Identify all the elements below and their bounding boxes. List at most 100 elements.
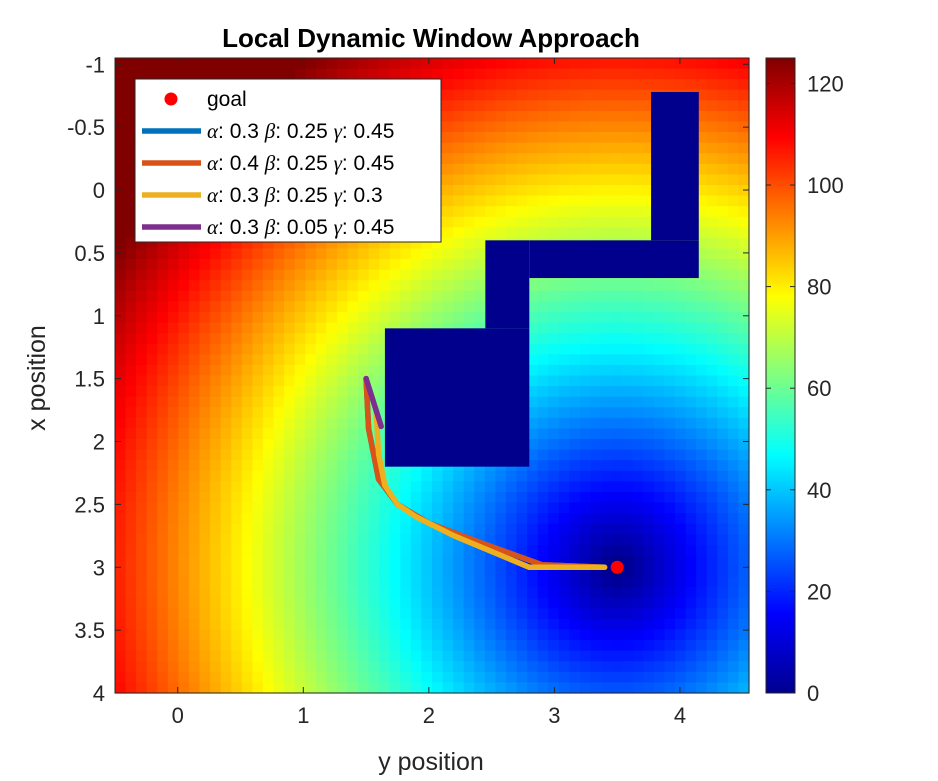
heat-cell xyxy=(537,312,549,324)
heat-cell xyxy=(474,132,486,144)
heat-cell xyxy=(358,417,370,430)
heat-cell xyxy=(421,58,433,70)
heat-cell xyxy=(622,375,634,387)
heat-cell xyxy=(167,460,179,472)
heat-cell xyxy=(284,290,296,303)
heat-cell xyxy=(273,364,285,377)
heat-cell xyxy=(368,248,380,260)
heat-cell xyxy=(262,491,275,504)
heat-cell xyxy=(505,121,518,133)
heat-cell xyxy=(611,185,623,197)
heat-cell xyxy=(717,206,729,218)
heat-cell xyxy=(167,417,179,430)
heat-cell xyxy=(379,513,391,525)
heat-cell xyxy=(432,322,444,334)
heat-cell xyxy=(579,79,592,91)
heat-cell xyxy=(241,301,253,313)
heat-cell xyxy=(241,290,253,303)
heat-cell xyxy=(273,407,285,419)
heat-cell xyxy=(410,544,423,557)
heat-cell xyxy=(706,502,718,514)
heat-cell xyxy=(136,417,148,430)
heat-cell xyxy=(685,343,697,355)
heat-cell xyxy=(326,661,338,673)
heat-cell xyxy=(442,555,454,567)
heat-cell xyxy=(495,470,507,482)
heat-cell xyxy=(294,629,306,641)
heat-cell xyxy=(548,216,560,228)
heat-cell xyxy=(685,502,697,514)
heat-cell xyxy=(220,58,232,70)
heat-cell xyxy=(305,259,317,271)
heat-cell xyxy=(527,640,539,652)
heat-cell xyxy=(505,629,518,641)
heat-cell xyxy=(400,629,412,641)
heat-cell xyxy=(241,544,253,557)
heat-cell xyxy=(178,544,190,557)
heat-cell xyxy=(252,671,264,684)
heat-cell xyxy=(463,682,475,694)
heat-cell xyxy=(231,269,243,281)
heat-cell xyxy=(632,629,644,641)
heat-cell xyxy=(273,481,285,493)
heat-cell xyxy=(347,248,359,260)
heat-cell xyxy=(241,259,253,271)
heat-cell xyxy=(717,671,729,684)
heat-cell xyxy=(125,544,137,557)
heat-cell xyxy=(569,132,581,144)
heat-cell xyxy=(738,163,750,176)
heat-cell xyxy=(558,460,570,472)
heat-cell xyxy=(136,671,148,684)
obstacle-block xyxy=(651,91,699,241)
heat-cell xyxy=(727,661,740,673)
heat-cell xyxy=(611,587,623,599)
y-tick-label: 1.5 xyxy=(74,367,105,392)
heat-cell xyxy=(336,259,349,271)
heat-cell xyxy=(527,597,539,609)
heat-cell xyxy=(453,470,465,482)
heat-cell xyxy=(210,513,222,525)
heat-cell xyxy=(727,259,740,271)
heat-cell xyxy=(178,68,190,80)
heat-cell xyxy=(421,597,433,609)
heat-cell xyxy=(601,206,613,218)
heat-cell xyxy=(717,269,729,281)
heat-cell xyxy=(516,206,528,218)
heat-cell xyxy=(125,68,137,80)
heat-cell xyxy=(188,671,201,684)
heat-cell xyxy=(484,597,496,609)
heat-cell xyxy=(125,142,137,154)
heat-cell xyxy=(262,544,275,557)
heat-cell xyxy=(548,354,560,366)
heat-cell xyxy=(125,407,137,419)
heat-cell xyxy=(685,460,697,472)
heat-cell xyxy=(558,58,570,70)
heat-cell xyxy=(379,322,391,334)
heat-cell xyxy=(368,513,380,525)
heat-cell xyxy=(537,354,549,366)
heat-cell xyxy=(432,629,444,641)
heat-cell xyxy=(442,587,454,599)
heat-cell xyxy=(326,269,338,281)
heat-cell xyxy=(220,523,232,535)
heat-cell xyxy=(474,206,486,218)
heat-cell xyxy=(125,79,137,91)
heat-cell xyxy=(125,386,137,398)
heat-cell xyxy=(188,618,201,631)
heat-cell xyxy=(685,650,697,662)
heat-cell xyxy=(558,216,570,228)
heat-cell xyxy=(622,449,634,461)
heat-cell xyxy=(178,534,190,546)
heat-cell xyxy=(548,661,560,673)
heat-cell xyxy=(495,110,507,123)
heat-cell xyxy=(188,544,201,557)
heat-cell xyxy=(717,121,729,133)
heat-cell xyxy=(305,671,317,684)
heat-cell xyxy=(410,597,423,609)
heat-cell xyxy=(188,597,201,609)
heat-cell xyxy=(442,142,454,154)
heat-cell xyxy=(241,58,253,70)
heat-cell xyxy=(569,68,581,80)
heat-cell xyxy=(199,534,211,546)
heat-cell xyxy=(379,544,391,557)
